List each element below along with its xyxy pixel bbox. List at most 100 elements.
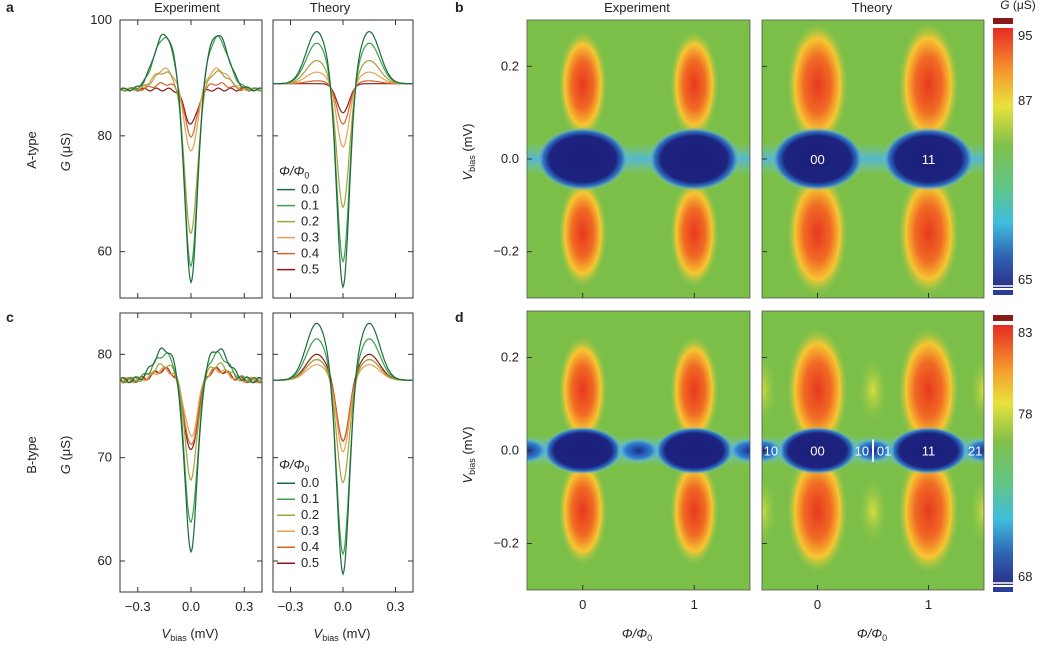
series-line-0_0 bbox=[119, 347, 263, 554]
y-tick-label: 80 bbox=[98, 346, 112, 361]
legend-title: Φ/Φ0 bbox=[279, 457, 309, 474]
legend-label: 0.0 bbox=[301, 475, 319, 490]
series-line-0_5 bbox=[119, 87, 262, 125]
panel-letter-b: b bbox=[455, 0, 464, 15]
x-tick-label: 0.3 bbox=[235, 599, 253, 614]
legend-label: 0.3 bbox=[301, 230, 319, 245]
row-label-b-type: B-type bbox=[24, 436, 39, 474]
peak-blob bbox=[670, 179, 719, 288]
line-panel-a-experiment: 60 80 100 bbox=[90, 12, 263, 299]
dip-blob bbox=[648, 127, 741, 191]
peak-blob bbox=[558, 179, 607, 288]
legend-label: 0.4 bbox=[301, 246, 319, 261]
x-tick-label: 0.3 bbox=[386, 599, 404, 614]
series-line-0_3 bbox=[119, 366, 263, 438]
y-axis-label-c: G (μS) bbox=[58, 436, 73, 475]
peak-blob bbox=[558, 30, 607, 139]
legend-label: 0.1 bbox=[301, 198, 319, 213]
dip-blob bbox=[777, 426, 858, 475]
panel-letter-d: d bbox=[455, 309, 464, 325]
y-tick-label: 0.2 bbox=[501, 58, 519, 73]
side-peak bbox=[970, 478, 984, 543]
series-line-0_3 bbox=[273, 71, 413, 148]
peak-blob bbox=[670, 336, 719, 445]
line-panel-a-theory: Φ/Φ00.00.10.20.30.40.5 bbox=[272, 19, 414, 299]
x-axis-label-c-exp: Vbias (mV) bbox=[162, 626, 219, 643]
dip-blob bbox=[888, 426, 969, 475]
series-line-0_1 bbox=[273, 42, 413, 264]
colorbar-overflow-high bbox=[993, 18, 1013, 24]
state-label: 01 bbox=[877, 444, 891, 459]
x-tick-label: −0.3 bbox=[278, 599, 304, 614]
x-tick-label: 1 bbox=[691, 597, 698, 612]
peak-blob bbox=[898, 171, 959, 296]
dip-blob bbox=[771, 127, 864, 191]
peak-blob bbox=[898, 22, 959, 147]
series-line-0_2 bbox=[273, 358, 413, 484]
colorbar-b: 65 87 95 bbox=[993, 18, 1032, 295]
series-line-0_1 bbox=[273, 338, 413, 556]
dip-blob bbox=[536, 127, 629, 191]
dip-blob bbox=[542, 426, 623, 475]
panel-letter-c: c bbox=[6, 309, 14, 325]
x-tick-label: 0 bbox=[814, 597, 821, 612]
y-tick-label: 0.0 bbox=[501, 443, 519, 458]
peak-blob bbox=[787, 22, 848, 147]
line-panel-c-experiment: −0.3 0.0 0.3 60 70 80 bbox=[98, 312, 263, 614]
peak-blob bbox=[898, 448, 959, 573]
state-label: 10 bbox=[764, 444, 778, 459]
side-peak bbox=[859, 358, 887, 423]
x-tick-label: 0 bbox=[579, 597, 586, 612]
state-label: 00 bbox=[810, 152, 824, 167]
series-line-0_4 bbox=[273, 80, 413, 125]
series-line-0_3 bbox=[273, 364, 413, 453]
peak-blob bbox=[558, 456, 607, 565]
peak-blob bbox=[670, 30, 719, 139]
series-line-0_3 bbox=[119, 67, 263, 152]
y-tick-label: 60 bbox=[98, 553, 112, 568]
legend-label: 0.5 bbox=[301, 555, 319, 570]
minor-dip-blob bbox=[527, 437, 549, 464]
legend-label: 0.0 bbox=[301, 182, 319, 197]
legend-label: 0.2 bbox=[301, 507, 319, 522]
colorbar-overflow-high bbox=[993, 315, 1013, 321]
colorbar-tick-label: 65 bbox=[1018, 272, 1032, 287]
colorbar-title: G (μS) bbox=[1000, 0, 1036, 12]
y-tick-label: 60 bbox=[98, 244, 112, 259]
legend-label: 0.1 bbox=[301, 491, 319, 506]
colorbar-gradient bbox=[993, 28, 1013, 288]
x-axis-label-d-exp: Φ/Φ0 bbox=[622, 626, 652, 643]
dip-blob bbox=[654, 426, 735, 475]
legend-label: 0.2 bbox=[301, 214, 319, 229]
col-title-a-theory: Theory bbox=[310, 0, 351, 15]
state-label: 11 bbox=[922, 444, 936, 459]
y-tick-label: 70 bbox=[98, 450, 112, 465]
heatmap-b-experiment: −0.2 0.0 0.2 bbox=[493, 19, 751, 299]
legend-label: 0.4 bbox=[301, 539, 319, 554]
colorbar-tick-label: 68 bbox=[1018, 569, 1032, 584]
x-axis-label-d-theory: Φ/Φ0 bbox=[857, 626, 887, 643]
x-tick-label: 1 bbox=[925, 597, 932, 612]
colorbar-overflow-low bbox=[993, 587, 1013, 592]
colorbar-tick-label: 83 bbox=[1018, 325, 1032, 340]
colorbars: 65 87 95 68 78 83 bbox=[993, 18, 1032, 592]
panel-letter-a: a bbox=[6, 0, 14, 15]
series-line-0_1 bbox=[119, 351, 263, 524]
y-tick-label: 100 bbox=[90, 12, 112, 27]
heatmap-b-theory: 00 11 bbox=[761, 19, 985, 299]
state-label: 00 bbox=[810, 444, 824, 459]
y-axis-label-d: Vbias (mV) bbox=[460, 427, 477, 484]
heatmap-d-theory: 10 00 10 01 11 210 1 bbox=[761, 310, 985, 612]
col-title-b-theory: Theory bbox=[852, 0, 893, 15]
legend-title: Φ/Φ0 bbox=[279, 164, 309, 181]
y-tick-label: 0.0 bbox=[501, 151, 519, 166]
col-title-a-exp: Experiment bbox=[154, 0, 220, 15]
y-axis-label-a: G (μS) bbox=[58, 133, 73, 172]
y-tick-label: 0.2 bbox=[501, 350, 519, 365]
series-line-0_2 bbox=[273, 60, 413, 209]
side-peak bbox=[762, 478, 776, 543]
x-tick-label: −0.3 bbox=[125, 599, 151, 614]
legend: Φ/Φ00.00.10.20.30.40.5 bbox=[277, 164, 319, 277]
peak-blob bbox=[898, 328, 959, 453]
